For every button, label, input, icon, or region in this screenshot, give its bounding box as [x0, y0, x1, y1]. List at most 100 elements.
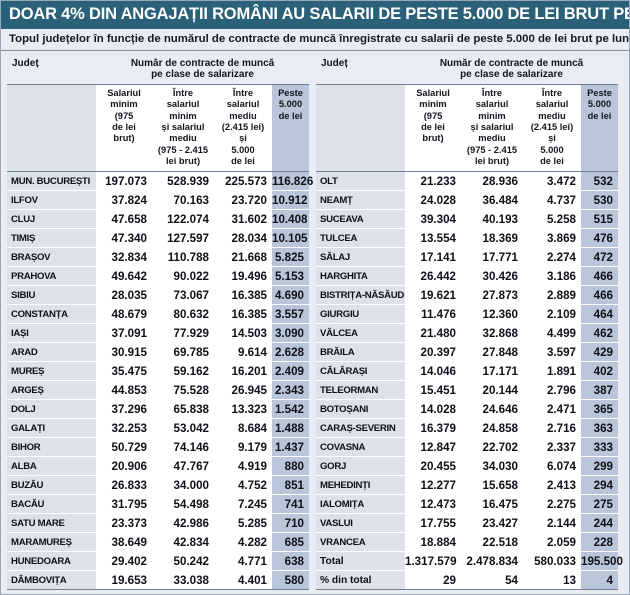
cell-judet: VASLUI — [316, 513, 405, 534]
cell-judet: MARAMUREȘ — [7, 532, 96, 553]
cell-salariul-minim: 30.915 — [96, 342, 152, 363]
cell-peste-5000: 429 — [581, 342, 618, 363]
table-row: MUN. BUCUREȘTI 197.073 528.939 225.573 116.8… — [7, 171, 313, 192]
high-l3: mediu — [538, 110, 566, 121]
cell-peste-5000: 294 — [581, 475, 618, 496]
cell-peste-5000: 402 — [581, 361, 618, 382]
table-row: SUCEAVA 39.304 40.193 5.258 515 — [316, 209, 618, 230]
right-data-table: Județ Număr de contracte de muncă pe cla… — [316, 55, 623, 591]
high-l5: și — [239, 133, 247, 144]
cell-peste-5000: 363 — [581, 418, 618, 439]
cell-judet: SIBIU — [7, 285, 96, 306]
table-row: BOTOȘANI 14.028 24.646 2.471 365 — [316, 399, 618, 420]
table-row: VASLUI 17.755 23.427 2.144 244 — [316, 513, 618, 534]
table-row: COVASNA 12.847 22.702 2.337 333 — [316, 437, 618, 458]
cell-intre-minim-mediu: 127.597 — [152, 228, 214, 249]
cell-intre-mediu-5000: 23.720 — [214, 190, 272, 211]
high-l1: Între — [232, 87, 254, 98]
table-row: ILFOV 37.824 70.163 23.720 10.912 — [7, 190, 309, 211]
cell-intre-minim-mediu: 34.000 — [152, 475, 214, 496]
cell-peste-5000: 472 — [581, 247, 618, 268]
cell-salariul-minim: 47.340 — [96, 228, 152, 249]
cell-intre-mediu-5000: 4.771 — [214, 551, 272, 572]
cell-peste-5000: 4 — [581, 570, 618, 591]
cell-judet: TELEORMAN — [316, 380, 405, 401]
mid-l2: salariul — [475, 99, 509, 110]
cell-peste-5000: 851 — [272, 475, 309, 496]
cell-intre-minim-mediu: 42.834 — [152, 532, 214, 553]
left-col-header-judet: Județ — [7, 55, 96, 85]
table-row: PRAHOVA 49.642 90.022 19.496 5.153 — [7, 266, 309, 287]
high-l4: (2.415 lei) — [530, 121, 574, 132]
table-row: BACĂU 31.795 54.498 7.245 741 — [7, 494, 309, 515]
cell-intre-mediu-5000: 225.573 — [214, 171, 272, 192]
left-subheader-high: Între salariul mediu (2.415 lei) și 5.00… — [214, 84, 272, 173]
mid-l1: Între — [172, 87, 194, 98]
cell-peste-5000: 741 — [272, 494, 309, 515]
cell-judet: BOTOȘANI — [316, 399, 405, 420]
cell-intre-minim-mediu: 22.702 — [461, 437, 523, 458]
high-l7: de lei — [540, 155, 564, 166]
cell-judet: MUN. BUCUREȘTI — [7, 171, 96, 192]
right-header-group-row: Județ Număr de contracte de muncă pe cla… — [316, 55, 618, 85]
cell-intre-mediu-5000: 2.716 — [523, 418, 581, 439]
high-l7: de lei — [231, 155, 255, 166]
cell-intre-minim-mediu: 90.022 — [152, 266, 214, 287]
min-l5: brut) — [113, 133, 135, 144]
cell-judet: VRANCEA — [316, 532, 405, 553]
cell-intre-minim-mediu: 28.936 — [461, 171, 523, 192]
table-row: IALOMIȚA 12.473 16.475 2.275 275 — [316, 494, 618, 515]
cell-salariul-minim: 16.379 — [405, 418, 461, 439]
cell-salariul-minim: 12.847 — [405, 437, 461, 458]
cell-salariul-minim: 197.073 — [96, 171, 152, 192]
cell-intre-mediu-5000: 1.891 — [523, 361, 581, 382]
mid-l6: (975 - 2.415 — [466, 144, 518, 155]
table-row: BRAȘOV 32.834 110.788 21.668 5.825 — [7, 247, 309, 268]
cell-salariul-minim: 12.473 — [405, 494, 461, 515]
cell-peste-5000: 333 — [581, 437, 618, 458]
cell-judet: TIMIȘ — [7, 228, 96, 249]
cell-intre-minim-mediu: 20.144 — [461, 380, 523, 401]
left-subheader-mid: Între salariul minim și salariul mediu (… — [152, 84, 214, 173]
cell-salariul-minim: 38.649 — [96, 532, 152, 553]
cell-intre-mediu-5000: 2.109 — [523, 304, 581, 325]
cell-judet: PRAHOVA — [7, 266, 96, 287]
table-row: CĂLĂRAȘI 14.046 17.171 1.891 402 — [316, 361, 618, 382]
cell-judet: BIHOR — [7, 437, 96, 458]
cell-judet: HUNEDOARA — [7, 551, 96, 572]
right-table-pane: Județ Număr de contracte de muncă pe cla… — [316, 55, 623, 591]
cell-intre-minim-mediu: 36.484 — [461, 190, 523, 211]
right-col-header-judet: Județ — [316, 55, 405, 85]
cell-salariul-minim: 13.554 — [405, 228, 461, 249]
left-subheader-top: Peste 5.000 de lei — [272, 84, 309, 173]
cell-peste-5000: 195.500 — [581, 551, 623, 572]
cell-intre-mediu-5000: 2.796 — [523, 380, 581, 401]
cell-intre-mediu-5000: 5.258 — [523, 209, 581, 230]
cell-intre-minim-mediu: 27.848 — [461, 342, 523, 363]
cell-intre-mediu-5000: 2.889 — [523, 285, 581, 306]
cell-peste-5000: 1.437 — [272, 437, 309, 458]
cell-judet: IALOMIȚA — [316, 494, 405, 515]
cell-judet: SATU MARE — [7, 513, 96, 534]
table-row: MARAMUREȘ 38.649 42.834 4.282 685 — [7, 532, 309, 553]
min-l1: Salariul — [107, 87, 141, 98]
min-l4: de lei — [421, 121, 445, 132]
cell-peste-5000: 1.542 — [272, 399, 309, 420]
high-l2: salariul — [535, 99, 569, 110]
cell-salariul-minim: 12.277 — [405, 475, 461, 496]
cell-judet: ALBA — [7, 456, 96, 477]
table-row: TELEORMAN 15.451 20.144 2.796 387 — [316, 380, 618, 401]
cell-intre-minim-mediu: 12.360 — [461, 304, 523, 325]
cell-intre-minim-mediu: 18.369 — [461, 228, 523, 249]
cell-judet: MEHEDINȚI — [316, 475, 405, 496]
min-l4: de lei — [112, 121, 136, 132]
cell-intre-mediu-5000: 4.752 — [214, 475, 272, 496]
cell-salariul-minim: 19.621 — [405, 285, 461, 306]
cell-peste-5000: 228 — [581, 532, 618, 553]
group-header-line1: Număr de contracte de muncă — [439, 57, 584, 69]
cell-judet: CARAȘ-SEVERIN — [316, 418, 405, 439]
left-table-head: Județ Număr de contracte de muncă pe cla… — [7, 55, 309, 173]
tables-container: Județ Număr de contracte de muncă pe cla… — [1, 51, 629, 591]
cell-peste-5000: 710 — [272, 513, 309, 534]
cell-intre-minim-mediu: 122.074 — [152, 209, 214, 230]
